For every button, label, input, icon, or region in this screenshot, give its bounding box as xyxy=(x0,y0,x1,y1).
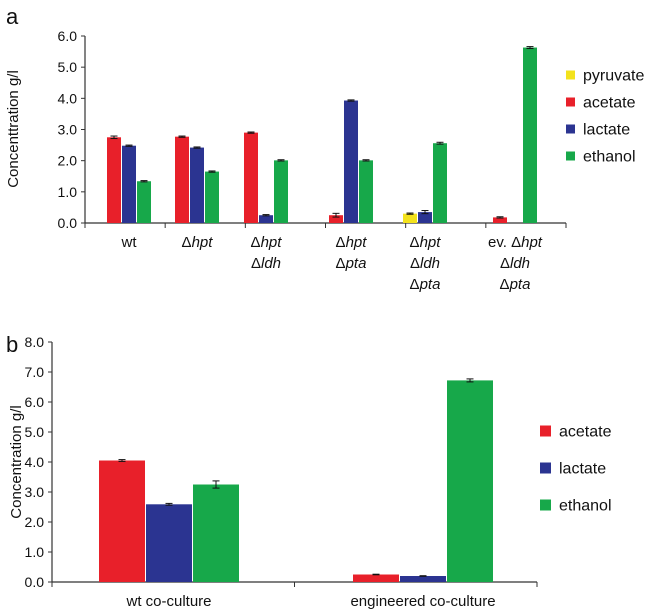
panel-label: a xyxy=(6,4,19,29)
legend-swatch-ethanol xyxy=(566,151,575,161)
legend-label-ethanol: ethanol xyxy=(583,149,636,166)
bar-acetate-0 xyxy=(107,137,121,223)
x-category-label-part: pta xyxy=(509,276,531,293)
x-category-label: Δldh xyxy=(500,255,530,272)
legend-swatch-ethanol xyxy=(540,499,551,511)
x-category-label-part: hpt xyxy=(346,234,368,251)
bar-acetate-1 xyxy=(175,136,189,223)
bar-ethanol-3 xyxy=(359,160,373,223)
bar-lactate-3 xyxy=(344,100,358,223)
y-tick-label: 5.0 xyxy=(58,59,78,75)
x-category-label-part: Δ xyxy=(182,234,192,251)
bar-ethanol-1 xyxy=(205,171,219,223)
x-category-label: engineered co-culture xyxy=(350,593,495,610)
legend-label-acetate: acetate xyxy=(583,95,636,112)
legend-label-lactate: lactate xyxy=(583,122,630,139)
x-category-label: Δhpt xyxy=(182,234,214,251)
x-category-label: Δldh xyxy=(410,255,440,272)
bar-lactate-0 xyxy=(146,504,192,582)
legend-label-pyruvate: pyruvate xyxy=(583,68,644,85)
x-category-label-part: ldh xyxy=(261,255,281,272)
x-category-label-part: Δ xyxy=(251,234,261,251)
legend-label-acetate: acetate xyxy=(559,424,612,441)
bar-ethanol-0 xyxy=(193,484,239,582)
x-category-label-part: hpt xyxy=(261,234,283,251)
y-tick-label: 8.0 xyxy=(25,334,45,350)
bar-lactate-0 xyxy=(122,145,136,223)
bar-lactate-1 xyxy=(190,147,204,223)
x-category-label-part: hpt xyxy=(192,234,214,251)
x-category-label-part: Δ xyxy=(251,255,261,272)
x-category-label-part: Δ xyxy=(336,255,346,272)
x-category-label-part: ldh xyxy=(510,255,530,272)
panel-label: b xyxy=(6,332,18,357)
bar-pyruvate-4 xyxy=(403,213,417,223)
x-category-label-part: ev. Δ xyxy=(488,234,521,251)
x-category-label-part: hpt xyxy=(521,234,543,251)
bar-ethanol-0 xyxy=(137,181,151,223)
y-tick-label: 5.0 xyxy=(25,424,45,440)
y-tick-label: 3.0 xyxy=(25,484,45,500)
legend-swatch-acetate xyxy=(566,97,575,107)
y-tick-label: 0.0 xyxy=(58,215,78,231)
bar-ethanol-1 xyxy=(447,380,493,582)
bar-ethanol-2 xyxy=(274,160,288,223)
y-tick-label: 2.0 xyxy=(58,153,78,169)
bar-acetate-2 xyxy=(244,132,258,223)
x-category-label: ev. Δhpt xyxy=(488,234,543,251)
y-tick-label: 4.0 xyxy=(58,90,78,106)
y-tick-label: 1.0 xyxy=(25,544,45,560)
x-category-label-part: Δ xyxy=(410,255,420,272)
y-tick-label: 7.0 xyxy=(25,364,45,380)
legend-swatch-acetate xyxy=(540,425,551,437)
bar-lactate-1 xyxy=(400,576,446,582)
legend-swatch-lactate xyxy=(540,462,551,474)
x-category-label: Δhpt xyxy=(251,234,283,251)
bar-acetate-5 xyxy=(493,217,507,223)
y-axis-title: Concenttration g/l xyxy=(5,70,22,188)
y-tick-label: 4.0 xyxy=(25,454,45,470)
y-tick-label: 3.0 xyxy=(58,122,78,138)
y-tick-label: 2.0 xyxy=(25,514,45,530)
y-tick-label: 6.0 xyxy=(25,394,45,410)
x-category-label: Δpta xyxy=(500,276,531,293)
x-category-label: Δhpt xyxy=(336,234,368,251)
bar-acetate-0 xyxy=(99,460,145,582)
y-tick-label: 0.0 xyxy=(25,574,45,590)
x-category-label-part: Δ xyxy=(500,276,510,293)
x-category-label-part: Δ xyxy=(410,276,420,293)
x-category-label-part: Δ xyxy=(336,234,346,251)
legend-swatch-pyruvate xyxy=(566,70,575,80)
bar-lactate-4 xyxy=(418,212,432,223)
panel-b-chart: b 0.0 1.0 2.0 3.0 4.0 5.0 6.0 7.0 8.0 Concentratio… xyxy=(6,332,612,610)
bar-ethanol-4 xyxy=(433,143,447,223)
legend-label-lactate: lactate xyxy=(559,461,606,478)
bar-ethanol-5 xyxy=(523,47,537,224)
x-category-label-part: Δ xyxy=(500,255,510,272)
x-category-label: Δpta xyxy=(410,276,441,293)
y-tick-label: 6.0 xyxy=(58,28,78,44)
x-category-label-part: ldh xyxy=(420,255,440,272)
x-category-label-part: hpt xyxy=(420,234,442,251)
legend-label-ethanol: ethanol xyxy=(559,498,612,515)
x-category-label: Δpta xyxy=(336,255,367,272)
x-category-label: Δhpt xyxy=(410,234,442,251)
x-category-label-part: pta xyxy=(419,276,441,293)
legend-swatch-lactate xyxy=(566,124,575,134)
x-category-label-part: wt xyxy=(121,234,138,251)
x-category-label: Δldh xyxy=(251,255,281,272)
x-category-label-part: Δ xyxy=(410,234,420,251)
bar-lactate-2 xyxy=(259,215,273,223)
x-category-label-part: pta xyxy=(345,255,367,272)
x-category-label: wt co-culture xyxy=(125,593,211,610)
x-category-label: wt xyxy=(121,234,138,251)
y-axis-title: Concentration g/l xyxy=(8,405,25,518)
y-tick-label: 1.0 xyxy=(58,184,78,200)
panel-a-chart: a 0.0 1.0 2.0 3.0 4.0 5.0 6.0 Concenttration g/l… xyxy=(5,4,644,293)
bar-acetate-1 xyxy=(353,574,399,582)
bar-acetate-3 xyxy=(329,215,343,223)
